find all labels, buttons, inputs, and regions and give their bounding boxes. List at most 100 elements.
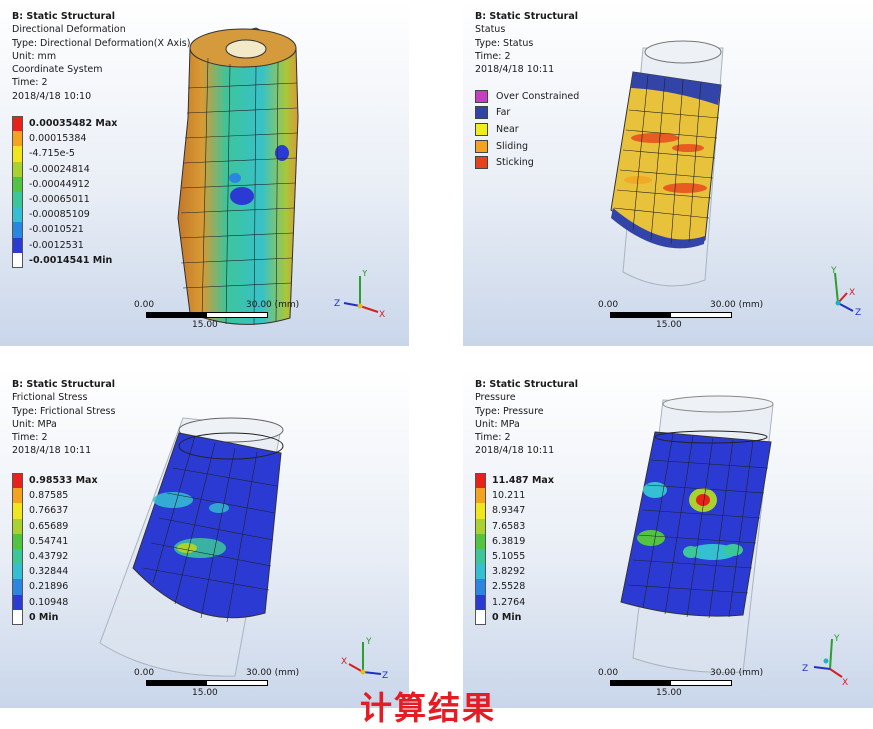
cylinder-model-frictional-stress[interactable] (95, 408, 295, 678)
legend-row: 0 Min (475, 609, 554, 625)
status-label: Far (496, 107, 511, 119)
axis-label-y: Y (833, 634, 840, 644)
legend-value: 0.76637 (29, 505, 69, 517)
legend-swatch (12, 237, 23, 253)
legend-swatch (12, 207, 23, 223)
legend-value: 0.87585 (29, 490, 69, 502)
result-type: Type: Directional Deformation(X Axis) (12, 37, 191, 49)
analysis-title: B: Static Structural (475, 379, 578, 390)
info-block: B: Static Structural Pressure Type: Pres… (475, 378, 578, 458)
cylinder-model-pressure[interactable] (593, 390, 783, 680)
legend-row: 0.98533 Max (12, 473, 98, 489)
info-block: B: Static Structural Frictional Stress T… (12, 378, 115, 458)
legend-row: -0.0010521 (12, 222, 117, 238)
legend-swatch (475, 533, 486, 549)
legend-row: 6.3819 (475, 533, 554, 549)
cylinder-model-deformation[interactable] (160, 18, 320, 328)
legend-value: 0.00035482 Max (29, 118, 118, 129)
legend-row: 0.21896 (12, 579, 98, 595)
legend-row: 5.1055 (475, 548, 554, 565)
legend-value: -0.00044912 (29, 178, 90, 190)
legend-swatch (475, 579, 486, 595)
scale-end-label: 30.00 (mm) (246, 300, 300, 310)
legend-swatch (475, 594, 486, 610)
legend-value: 0.32844 (29, 566, 69, 578)
scale-end-label: 30.00 (mm) (710, 300, 764, 310)
status-swatch (475, 156, 488, 170)
legend-value: 0.10948 (29, 596, 69, 608)
legend-swatch (475, 503, 486, 519)
legend-row: 0.87585 (12, 488, 98, 504)
legend-value: -4.715e-5 (29, 148, 75, 160)
legend-swatch (12, 116, 23, 132)
legend-row: 0.00035482 Max (12, 116, 118, 132)
figure-caption: 计算结果 (360, 689, 497, 727)
coordinate-system: Coordinate System (12, 64, 103, 76)
result-time: Time: 2 (12, 432, 48, 444)
axis-label-y: Y (365, 637, 372, 647)
legend-swatch (475, 609, 486, 625)
legend-swatch (12, 503, 23, 519)
axis-triad[interactable]: Y X Z (330, 270, 390, 325)
scale-start-label: 0.00 (598, 668, 619, 678)
legend-row: 0.32844 (12, 564, 98, 580)
scale-end-label: 30.00 (mm) (246, 668, 300, 678)
contour-legend: 0.98533 Max 0.87585 0.76637 0.65689 0.54741 0… (12, 473, 98, 625)
legend-row: 8.9347 (475, 503, 554, 519)
status-legend: Over Constrained Far Near Sliding Sticking (475, 88, 579, 171)
legend-value: 1.2764 (492, 596, 526, 608)
legend-value: 0.54741 (29, 535, 69, 547)
legend-value: 0.21896 (29, 581, 69, 593)
legend-row: 7.6583 (475, 518, 554, 534)
legend-row: 0.65689 (12, 518, 98, 534)
axis-triad[interactable]: Y Z X (798, 633, 858, 688)
legend-value: 0.65689 (29, 520, 69, 532)
status-legend-row: Sticking (475, 154, 579, 171)
info-block: B: Static Structural Status Type: Status… (475, 10, 578, 76)
axis-triad[interactable]: Y Z X (335, 636, 395, 691)
axis-triad[interactable]: Y Z X (813, 265, 873, 320)
legend-swatch (12, 594, 23, 610)
status-legend-row: Over Constrained (475, 88, 579, 105)
legend-swatch (12, 609, 23, 625)
axis-label-z: Z (382, 671, 388, 681)
status-label: Sticking (496, 157, 534, 169)
legend-row: -4.715e-5 (12, 146, 117, 162)
legend-row: 0.76637 (12, 503, 98, 519)
scale-ruler (146, 680, 268, 686)
legend-value: -0.00085109 (29, 209, 90, 221)
result-type: Type: Pressure (475, 405, 544, 417)
status-swatch (475, 139, 488, 153)
axis-label-z: Z (802, 664, 808, 674)
legend-row: -0.00024814 (12, 161, 117, 177)
legend-swatch (12, 548, 23, 565)
result-time: Time: 2 (475, 432, 511, 444)
legend-value: 5.1055 (492, 550, 526, 562)
legend-row: 10.211 (475, 488, 554, 504)
legend-swatch (12, 564, 23, 580)
legend-row: 0.10948 (12, 594, 98, 610)
legend-swatch (12, 161, 23, 177)
legend-value: 3.8292 (492, 566, 526, 578)
legend-row: 0.43792 (12, 548, 98, 565)
legend-row: 2.5528 (475, 579, 554, 595)
scale-ruler (146, 312, 268, 318)
result-time: Time: 2 (475, 50, 511, 62)
legend-value: 2.5528 (492, 581, 526, 593)
legend-value: -0.0014541 Min (29, 254, 113, 266)
scale-mid-label: 15.00 (656, 688, 682, 698)
result-name: Directional Deformation (12, 24, 126, 36)
legend-row: -0.0014541 Min (12, 252, 117, 268)
legend-row: -0.0012531 (12, 237, 117, 253)
result-name: Frictional Stress (12, 392, 88, 404)
contour-legend: 11.487 Max 10.211 8.9347 7.6583 6.3819 5.1055… (475, 473, 554, 625)
legend-row: 1.2764 (475, 594, 554, 610)
legend-swatch (475, 518, 486, 534)
legend-swatch (12, 191, 23, 208)
result-unit: Unit: MPa (475, 418, 520, 430)
legend-value: -0.0010521 (29, 224, 84, 236)
analysis-title: B: Static Structural (12, 11, 115, 22)
cylinder-model-status[interactable] (593, 30, 733, 300)
scale-end-label: 30.00 (mm) (710, 668, 764, 678)
result-type: Type: Status (475, 37, 534, 49)
